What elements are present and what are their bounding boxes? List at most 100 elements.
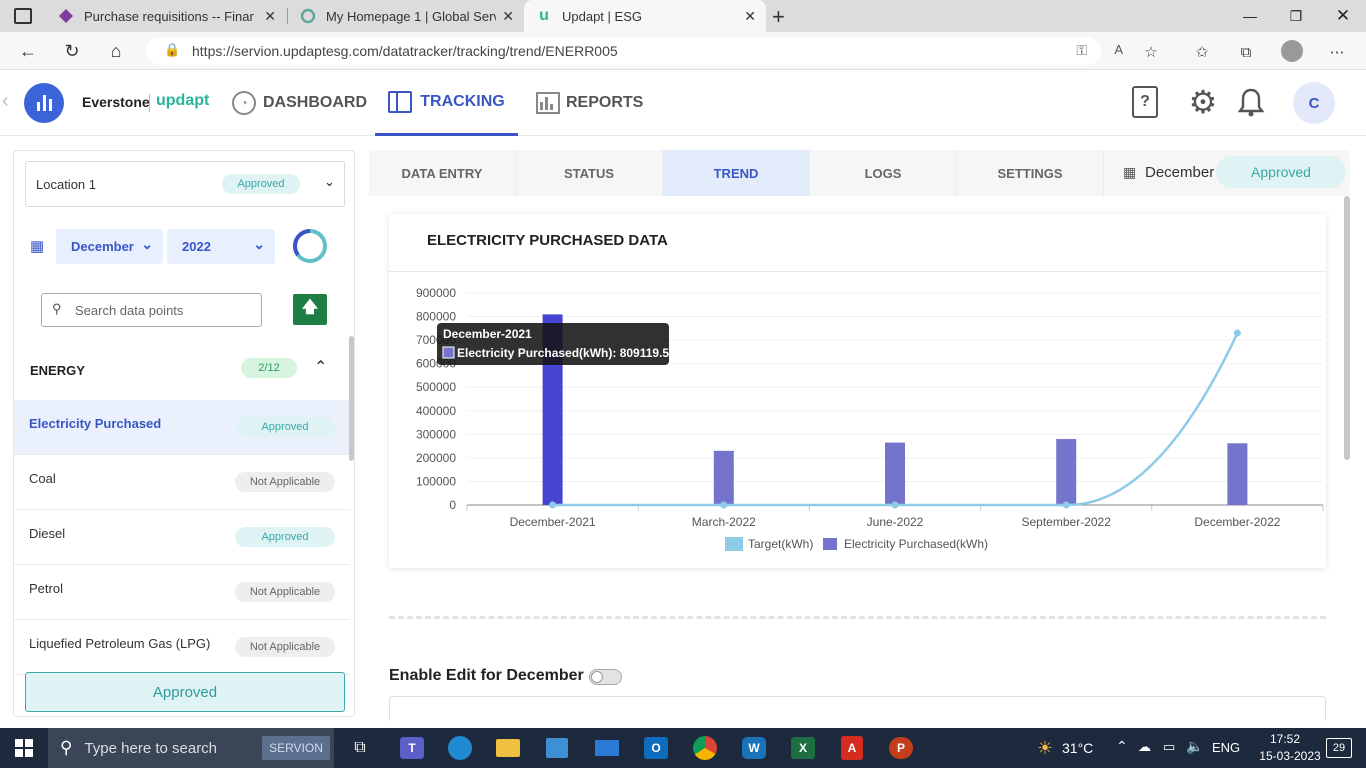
browser-tab-updapt[interactable]: u Updapt | ESG ✕ bbox=[524, 0, 766, 32]
toggle-knob bbox=[591, 671, 603, 683]
trend-chart: 9000008000007000006000005000004000003000… bbox=[416, 286, 1324, 551]
nav-label: TRACKING bbox=[420, 92, 505, 110]
tab-actions-icon[interactable] bbox=[14, 8, 32, 24]
minimize-icon[interactable]: — bbox=[1243, 8, 1257, 24]
status-badge: Not Applicable bbox=[235, 637, 335, 657]
finance-favicon-icon bbox=[58, 8, 74, 24]
address-bar-row: ← ↻ ⌂ 🔒 https://servion.updaptesg.com/da… bbox=[0, 32, 1366, 70]
y-tick-label: 900000 bbox=[416, 286, 456, 300]
location-selector[interactable]: Location 1 Approved ⌄ bbox=[25, 161, 345, 207]
language-indicator[interactable]: ENG bbox=[1212, 740, 1241, 755]
year-select[interactable]: 2022 ⌄ bbox=[167, 229, 275, 264]
legend-label: Target(kWh) bbox=[748, 537, 813, 551]
x-tick-label: September-2022 bbox=[1022, 515, 1112, 529]
upload-button[interactable]: 🡅 bbox=[293, 294, 327, 325]
chrome-icon[interactable] bbox=[685, 732, 725, 764]
acrobat-icon[interactable]: A bbox=[832, 732, 872, 764]
outlook-icon[interactable]: O bbox=[636, 732, 676, 764]
enable-edit-toggle[interactable] bbox=[589, 669, 622, 685]
notification-bell-icon[interactable] bbox=[1233, 84, 1269, 120]
restore-icon[interactable]: ❐ bbox=[1289, 7, 1303, 24]
sidebar-scrollbar[interactable] bbox=[349, 336, 354, 461]
chart-divider bbox=[389, 271, 1326, 272]
approved-status-button[interactable]: Approved bbox=[25, 672, 345, 712]
task-view-icon[interactable]: ⧉ bbox=[354, 739, 366, 756]
search-input[interactable]: ⚲ Search data points bbox=[41, 293, 262, 327]
collections-icon[interactable]: ⧉ bbox=[1240, 43, 1252, 61]
browser-tab-strip: Purchase requisitions -- Finance a ✕ My … bbox=[0, 0, 1366, 32]
nav-dashboard[interactable]: ◔ DASHBOARD bbox=[232, 70, 367, 136]
password-key-icon[interactable]: ⚿ bbox=[1076, 42, 1087, 58]
taskbar-search[interactable]: ⚲ Type here to search SERVION bbox=[48, 728, 334, 768]
list-item[interactable]: Petrol Not Applicable bbox=[14, 565, 350, 620]
list-item[interactable]: Coal Not Applicable bbox=[14, 455, 350, 510]
network-icon[interactable]: ☁ bbox=[1138, 739, 1151, 754]
chevron-up-icon: ⌃ bbox=[314, 359, 328, 376]
new-tab-icon[interactable]: + bbox=[772, 4, 785, 29]
status-badge: Not Applicable bbox=[235, 472, 335, 492]
favorites-icon[interactable]: ✩ bbox=[1195, 44, 1209, 61]
refresh-icon[interactable]: ↻ bbox=[64, 40, 80, 61]
bar-electricity-purchased bbox=[1056, 439, 1077, 505]
list-item[interactable]: Electricity Purchased Approved bbox=[14, 400, 350, 455]
category-header[interactable]: ENERGY 2/12 ⌃ bbox=[14, 341, 350, 401]
close-window-icon[interactable]: ✕ bbox=[1335, 6, 1351, 25]
nav-reports[interactable]: REPORTS bbox=[536, 70, 643, 136]
month-select[interactable]: December ⌄ bbox=[56, 229, 163, 264]
add-favorite-icon[interactable]: ☆ bbox=[1144, 44, 1158, 61]
back-arrow-icon[interactable]: ← bbox=[19, 40, 37, 61]
tab-logs[interactable]: LOGS bbox=[810, 150, 957, 196]
more-menu-icon[interactable]: ⋯ bbox=[1329, 44, 1345, 61]
notification-count[interactable]: 29 bbox=[1326, 738, 1352, 758]
browser-tab-homepage[interactable]: My Homepage 1 | Global Service ✕ bbox=[288, 0, 524, 32]
volume-icon[interactable]: 🔈 bbox=[1186, 738, 1204, 754]
edge-icon[interactable] bbox=[440, 732, 480, 764]
read-aloud-icon[interactable]: A bbox=[1114, 42, 1123, 57]
legend-label: Electricity Purchased(kWh) bbox=[844, 537, 988, 551]
tab-data-entry[interactable]: DATA ENTRY bbox=[369, 150, 516, 196]
bar-electricity-purchased bbox=[713, 450, 734, 505]
item-label: Coal bbox=[29, 471, 56, 486]
home-icon[interactable]: ⌂ bbox=[110, 40, 122, 61]
close-tab-icon[interactable]: ✕ bbox=[502, 8, 514, 24]
close-tab-icon[interactable]: ✕ bbox=[744, 8, 756, 24]
close-tab-icon[interactable]: ✕ bbox=[264, 8, 276, 24]
y-tick-label: 400000 bbox=[416, 404, 456, 418]
clock-time[interactable]: 17:52 bbox=[1269, 732, 1301, 746]
tray-chevron-icon[interactable]: ⌃ bbox=[1116, 738, 1128, 754]
tab-settings[interactable]: SETTINGS bbox=[957, 150, 1104, 196]
collapse-chevron-icon[interactable]: ‹ bbox=[2, 90, 9, 112]
app-header: ‹ Everstone updapt ◔ DASHBOARD TRACKING … bbox=[0, 70, 1366, 136]
y-tick-label: 100000 bbox=[416, 474, 456, 488]
battery-icon[interactable]: ▭ bbox=[1163, 739, 1176, 754]
servion-badge: SERVION bbox=[262, 736, 330, 760]
nav-tracking[interactable]: TRACKING bbox=[375, 70, 518, 136]
powerpoint-icon[interactable]: P bbox=[881, 732, 921, 764]
list-item[interactable]: Liquefied Petroleum Gas (LPG) Not Applic… bbox=[14, 620, 350, 675]
main-scrollbar[interactable] bbox=[1344, 196, 1350, 460]
list-item[interactable]: Diesel Approved bbox=[14, 510, 350, 565]
url-field[interactable]: 🔒 https://servion.updaptesg.com/datatrac… bbox=[146, 37, 1123, 65]
help-book-icon[interactable]: ? bbox=[1127, 84, 1163, 120]
category-count-badge: 2/12 bbox=[241, 358, 297, 378]
user-avatar[interactable]: C bbox=[1293, 82, 1335, 124]
profile-icon[interactable] bbox=[1281, 40, 1303, 62]
webex-icon[interactable]: W bbox=[734, 732, 774, 764]
settings-gear-icon[interactable]: ⚙ bbox=[1188, 84, 1218, 120]
tab-trend[interactable]: TREND bbox=[663, 150, 810, 196]
tab-status[interactable]: STATUS bbox=[516, 150, 663, 196]
clock-date[interactable]: 15-03-2023 bbox=[1259, 749, 1321, 763]
windows-start-icon[interactable] bbox=[4, 732, 44, 764]
browser-tab-purchase[interactable]: Purchase requisitions -- Finance a ✕ bbox=[46, 0, 286, 32]
file-explorer-icon[interactable] bbox=[488, 732, 528, 764]
excel-icon[interactable]: X bbox=[783, 732, 823, 764]
period-status-badge: Approved bbox=[1216, 156, 1346, 188]
store-icon[interactable] bbox=[537, 732, 577, 764]
year-value: 2022 bbox=[182, 239, 211, 254]
calendar-icon: ▦ bbox=[30, 238, 45, 255]
brand-divider bbox=[149, 94, 150, 112]
mail-icon[interactable] bbox=[587, 732, 627, 764]
teams-icon[interactable]: T bbox=[392, 732, 432, 764]
weather-sun-icon[interactable]: ☀ bbox=[1036, 737, 1054, 758]
y-tick-label: 300000 bbox=[416, 427, 456, 441]
